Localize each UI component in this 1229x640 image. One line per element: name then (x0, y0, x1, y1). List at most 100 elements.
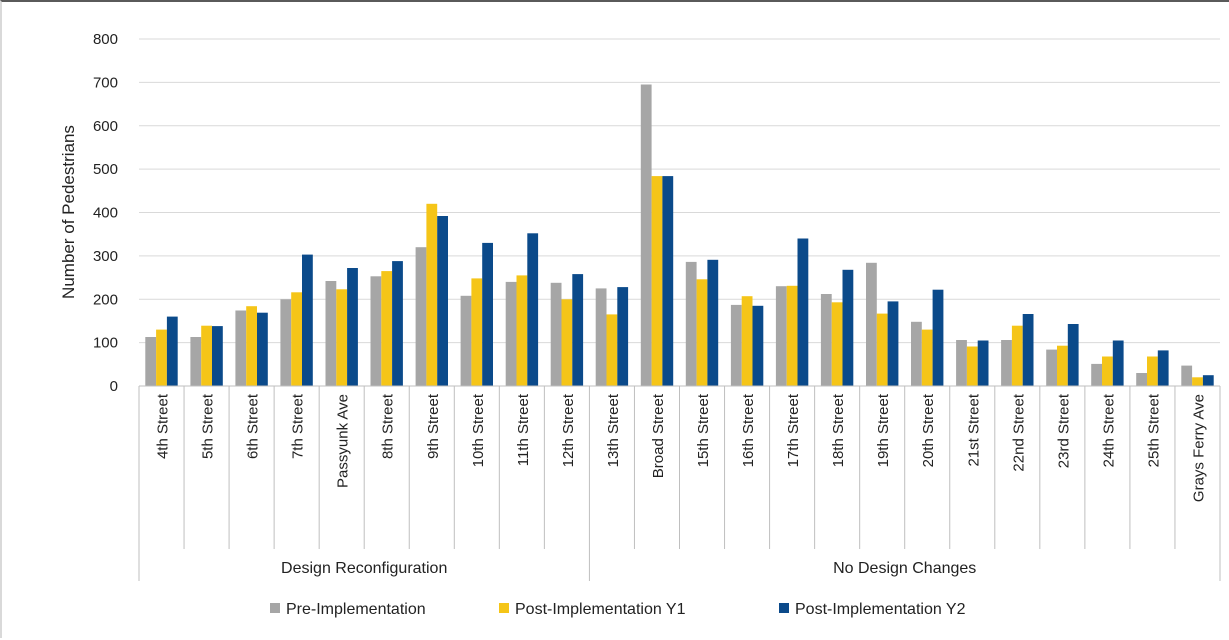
bar (1181, 365, 1193, 386)
bar (190, 337, 202, 386)
bar (212, 326, 223, 386)
bar (505, 281, 517, 386)
bar (966, 346, 978, 386)
bar (415, 247, 427, 386)
legend-swatch (779, 603, 789, 613)
y-tick-label: 400 (93, 205, 118, 222)
bar (617, 287, 629, 386)
bar (866, 262, 877, 386)
bar (145, 337, 157, 386)
bar (201, 325, 212, 386)
bar (426, 203, 438, 386)
category-label: 22nd Street (1010, 393, 1027, 471)
bar (381, 271, 393, 386)
category-label: 19th Street (875, 393, 892, 467)
bar (460, 295, 472, 386)
bar (775, 286, 787, 386)
bar (1147, 356, 1158, 386)
bar (1157, 350, 1169, 386)
bar (370, 276, 382, 386)
y-tick-label: 0 (110, 378, 118, 395)
bar (640, 84, 652, 386)
category-label: 15th Street (695, 393, 712, 467)
category-label: 12th Street (560, 393, 577, 467)
bar (482, 242, 493, 386)
bar (527, 233, 539, 386)
legend-label: Pre-Implementation (286, 601, 426, 618)
category-label: Grays Ferry Ave (1191, 394, 1208, 502)
bar (1202, 375, 1214, 386)
bar (1112, 340, 1124, 386)
bar (932, 289, 944, 386)
bar (257, 312, 268, 386)
y-tick-label: 300 (93, 248, 118, 265)
bar (911, 321, 922, 386)
group-label: Design Reconfiguration (281, 560, 447, 577)
category-label: 11th Street (515, 393, 532, 466)
bar (696, 279, 708, 386)
bar (280, 299, 292, 387)
bar (707, 259, 719, 386)
bar (347, 268, 358, 386)
bar (786, 285, 798, 386)
category-label: 23rd Street (1055, 393, 1072, 468)
bar (797, 238, 809, 386)
category-label: 13th Street (605, 393, 622, 467)
legend-swatch (270, 603, 280, 613)
bar (1192, 377, 1203, 386)
bars (145, 84, 1214, 387)
bar (1022, 314, 1034, 386)
y-tick-label: 600 (93, 118, 118, 135)
bar (166, 316, 178, 386)
legend-label: Post-Implementation Y1 (515, 601, 686, 618)
group-label: No Design Changes (833, 560, 976, 577)
bar (921, 329, 933, 386)
bar (842, 269, 854, 386)
bar (606, 314, 618, 386)
bar (302, 254, 313, 386)
y-tick-label: 700 (93, 74, 118, 91)
legend-swatch (499, 603, 509, 613)
category-label: 10th Street (470, 393, 487, 467)
bar (1057, 345, 1068, 386)
bar (887, 301, 899, 386)
category-label: 25th Street (1145, 393, 1162, 467)
bar (291, 292, 302, 386)
legend: Pre-Implementation Post-Implementation Y1… (270, 601, 966, 618)
category-label: 20th Street (920, 393, 937, 467)
bar (1136, 373, 1147, 386)
category-label: Broad Street (650, 393, 667, 478)
y-tick-label: 500 (93, 161, 118, 178)
bar (392, 261, 403, 386)
bar (1091, 363, 1102, 386)
bar (235, 310, 247, 386)
category-label: 16th Street (740, 393, 757, 467)
bar (752, 305, 764, 386)
category-label: 17th Street (785, 393, 802, 467)
bar (336, 289, 348, 386)
bar (685, 261, 697, 386)
bar (516, 275, 528, 386)
bar (651, 176, 663, 386)
category-label: 6th Street (245, 393, 262, 459)
bar (730, 304, 742, 386)
category-label: Passyunk Ave (335, 394, 352, 488)
bar (741, 296, 753, 386)
category-label: 8th Street (380, 393, 397, 459)
y-tick-label: 200 (93, 291, 118, 308)
legend-label: Post-Implementation Y2 (795, 601, 966, 618)
bar (246, 306, 257, 386)
category-label: 7th Street (290, 393, 307, 459)
bar (572, 274, 584, 386)
bar (1046, 349, 1057, 386)
category-label: 9th Street (425, 393, 442, 459)
bar (595, 288, 607, 386)
category-label: 4th Street (155, 393, 172, 459)
bar (956, 340, 967, 386)
bar (561, 299, 573, 387)
category-label: 5th Street (200, 393, 217, 459)
category-label: 24th Street (1100, 393, 1117, 467)
y-axis-title: Number of Pedestrians (59, 125, 78, 299)
category-label: 18th Street (830, 393, 847, 467)
